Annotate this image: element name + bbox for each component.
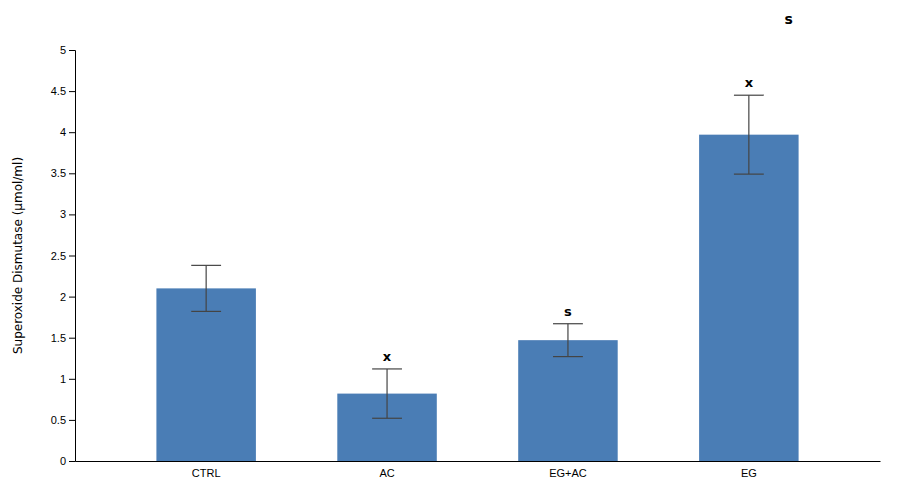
- y-tick-label: 1.5: [51, 332, 66, 344]
- x-tick-label: CTRL: [192, 467, 221, 479]
- annotation: x: [745, 75, 754, 90]
- y-tick: 3: [60, 208, 75, 220]
- x-tick-label: EG+AC: [549, 467, 587, 479]
- error-bar-cap: [553, 323, 583, 324]
- x-axis: CTRL AC EG+AC EG: [76, 462, 881, 479]
- x-tick: EG+AC: [549, 467, 587, 479]
- y-tick: 5: [60, 44, 75, 56]
- annotation: x: [383, 349, 392, 364]
- y-tick-label: 4.5: [51, 85, 66, 97]
- y-tick-label: 0: [60, 455, 66, 467]
- x-tick: CTRL: [192, 467, 221, 479]
- bar: [518, 340, 617, 461]
- y-tick: 4: [60, 126, 75, 138]
- plot-area: [156, 95, 798, 461]
- chart-container: 0 0.5 1 1.5 2 2.5 3 3.5 4 4.5 5 CTRL AC EG+AC EG Supero…: [0, 0, 910, 501]
- y-tick-mark: [69, 420, 75, 421]
- y-tick: 2.5: [51, 250, 75, 262]
- y-tick: 1.5: [51, 332, 75, 344]
- error-bar-stem: [748, 95, 749, 174]
- y-tick-label: 0.5: [51, 414, 66, 426]
- y-axis-line: [69, 51, 76, 462]
- annotation: s: [784, 11, 792, 27]
- x-tick: AC: [379, 467, 394, 479]
- y-tick-label: 2.5: [51, 250, 66, 262]
- y-tick: 2: [60, 291, 75, 303]
- error-bar-stem: [567, 324, 568, 357]
- x-axis-line: [76, 461, 881, 462]
- error-bar: [372, 369, 402, 418]
- y-axis: 0 0.5 1 1.5 2 2.5 3 3.5 4 4.5 5: [51, 44, 76, 467]
- y-tick: 1: [60, 373, 75, 385]
- y-tick: 0: [60, 455, 75, 467]
- y-tick-mark: [69, 379, 75, 380]
- bar: [699, 135, 798, 461]
- annotation: s: [564, 304, 572, 319]
- y-tick-label: 3.5: [51, 167, 66, 179]
- y-tick-label: 3: [60, 208, 66, 220]
- x-tick-label: EG: [741, 467, 757, 479]
- error-bar-cap: [734, 95, 764, 96]
- error-bar-cap: [734, 174, 764, 175]
- y-tick: 0.5: [51, 414, 75, 426]
- y-tick-mark: [69, 256, 75, 257]
- y-tick-mark: [69, 50, 75, 51]
- y-tick-label: 4: [60, 126, 66, 138]
- y-tick-label: 1: [60, 373, 66, 385]
- error-bar-stem: [206, 265, 207, 311]
- error-bar-stem: [386, 369, 387, 418]
- y-tick: 4.5: [51, 85, 75, 97]
- y-tick-mark: [69, 297, 75, 298]
- y-tick-mark: [69, 461, 75, 462]
- error-bar: [191, 265, 221, 311]
- y-tick-mark: [69, 91, 75, 92]
- bar: [156, 288, 255, 461]
- x-tick: EG: [741, 467, 757, 479]
- error-bar-cap: [372, 418, 402, 419]
- y-tick-label: 5: [60, 44, 66, 56]
- error-bar-cap: [191, 311, 221, 312]
- y-tick-mark: [69, 173, 75, 174]
- error-bar-cap: [553, 356, 583, 357]
- y-tick-mark: [69, 132, 75, 133]
- y-tick-mark: [69, 214, 75, 215]
- y-tick: 3.5: [51, 167, 75, 179]
- y-tick-label: 2: [60, 291, 66, 303]
- y-axis-title: Superoxide Dismutase (μmol/ml): [11, 157, 25, 354]
- error-bar: [553, 324, 583, 357]
- chart-svg: 0 0.5 1 1.5 2 2.5 3 3.5 4 4.5 5 CTRL AC EG+AC EG Supero…: [0, 0, 910, 501]
- x-tick-label: AC: [379, 467, 394, 479]
- y-tick-mark: [69, 338, 75, 339]
- error-bar: [734, 95, 764, 174]
- error-bar-cap: [191, 265, 221, 266]
- error-bar-cap: [372, 368, 402, 369]
